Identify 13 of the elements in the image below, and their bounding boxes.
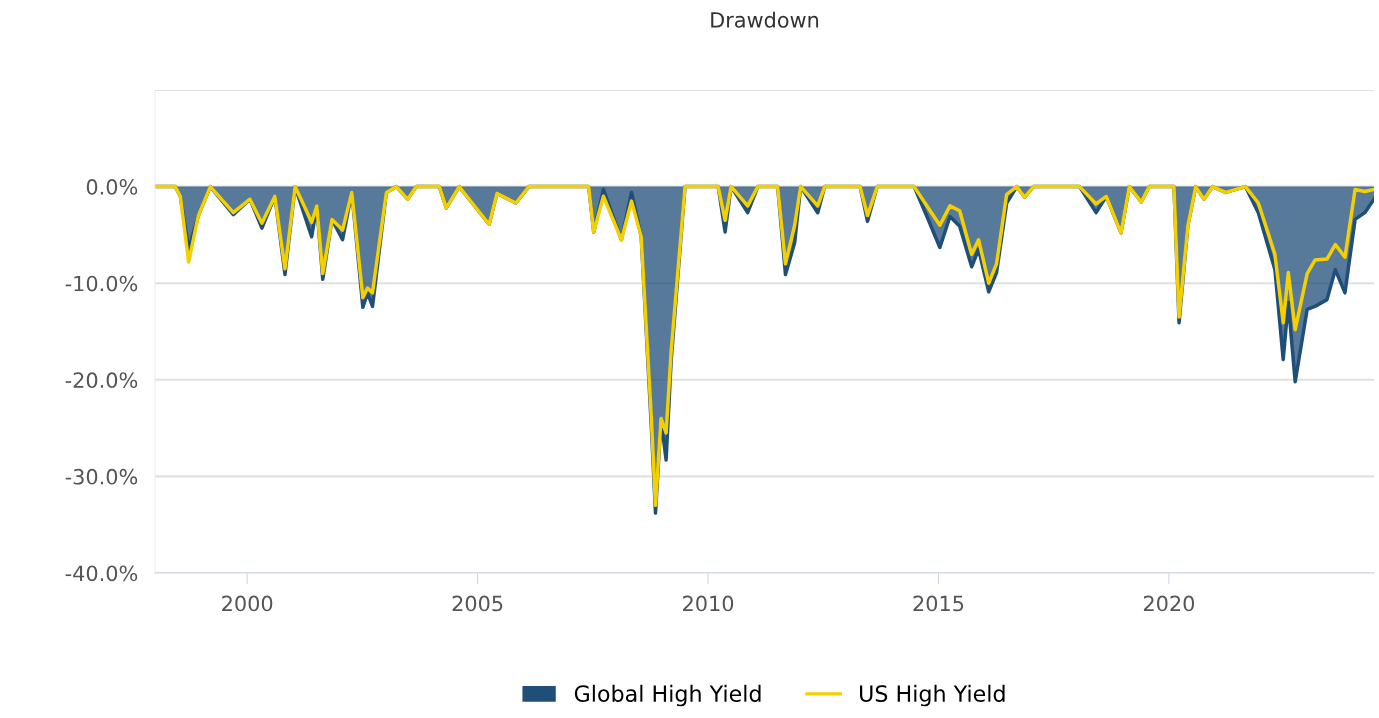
y-tick-label: -10.0%	[65, 275, 138, 292]
x-tick-label: 2020	[1143, 595, 1195, 612]
legend-label: Global High Yield	[574, 684, 761, 707]
x-tick-label: 2000	[222, 595, 273, 612]
x-tick-label: 2010	[683, 595, 734, 612]
y-tick-label: -30.0%	[65, 468, 138, 485]
x-tick-label: 2015	[913, 595, 964, 612]
chart-title: Drawdown	[711, 11, 819, 28]
legend-label: US High Yield	[860, 684, 1005, 707]
y-tick-label: -20.0%	[65, 372, 138, 389]
y-tick-label: 0.0%	[86, 179, 138, 195]
y-tick-label: -40.0%	[65, 565, 138, 582]
x-tick-label: 2005	[452, 595, 503, 612]
